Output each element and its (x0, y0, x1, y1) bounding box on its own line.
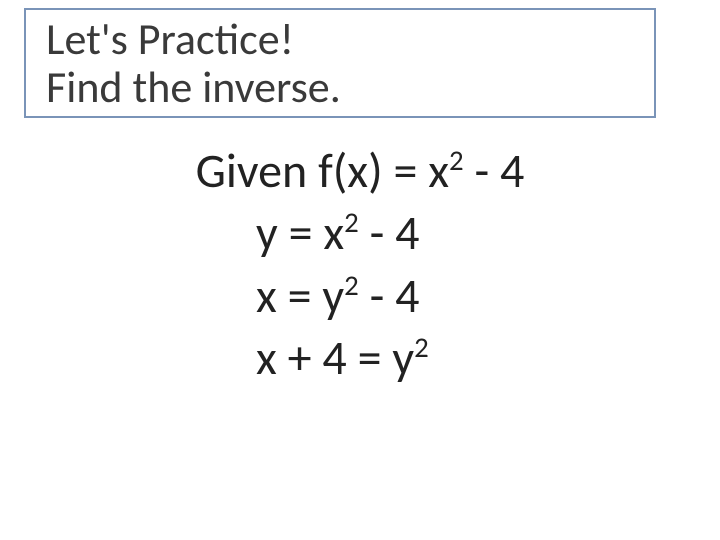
step-line-4: x + 4 = y2 (256, 327, 429, 389)
step2-suffix: - 4 (359, 203, 420, 262)
given-exponent: 2 (449, 143, 464, 178)
content-area: Given f(x) = x2 - 4 y = x2 - 4 x = y2 - … (0, 140, 720, 390)
step4-prefix: x + 4 = y (256, 328, 414, 387)
step3-prefix: x = y (256, 266, 344, 325)
step-line-3: x = y2 - 4 (256, 265, 419, 327)
title-line-2: Find the inverse. (46, 63, 634, 111)
step2-exponent: 2 (344, 205, 359, 240)
title-box: Let's Practice! Find the inverse. (24, 8, 656, 118)
given-suffix: - 4 (464, 141, 525, 200)
title-line-1: Let's Practice! (46, 15, 634, 63)
step3-suffix: - 4 (359, 266, 420, 325)
step-line-2: y = x2 - 4 (256, 202, 419, 264)
step3-exponent: 2 (344, 268, 359, 303)
given-line: Given f(x) = x2 - 4 (196, 140, 525, 202)
step4-exponent: 2 (414, 330, 429, 365)
given-prefix: Given f(x) = x (196, 141, 449, 200)
step2-prefix: y = x (256, 203, 344, 262)
